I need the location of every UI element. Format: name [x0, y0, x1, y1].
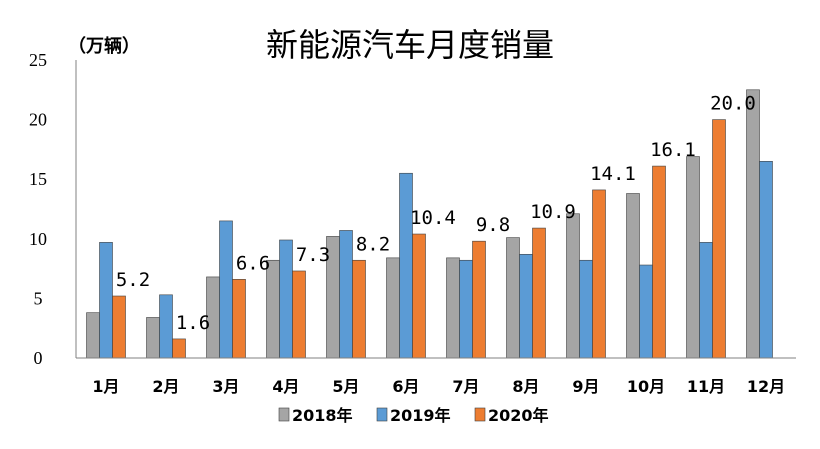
bar-0-11 — [746, 89, 760, 359]
legend-label: 2019年 — [390, 406, 451, 425]
data-label: 14.1 — [590, 163, 636, 185]
bar-1-3 — [279, 239, 293, 359]
bar-2-2 — [232, 279, 246, 359]
bar-2-10 — [712, 119, 726, 359]
data-label: 8.2 — [356, 233, 390, 255]
x-tick-label: 1月 — [92, 377, 119, 396]
legend-swatch — [278, 407, 290, 422]
bar-2-9 — [652, 165, 666, 359]
bar-0-8 — [566, 213, 580, 359]
x-tick-label: 11月 — [687, 377, 725, 396]
bar-0-10 — [686, 156, 700, 359]
x-tick-label: 7月 — [452, 377, 479, 396]
bars-layer — [86, 89, 773, 359]
bar-1-0 — [99, 242, 113, 359]
data-label: 16.1 — [650, 139, 696, 161]
y-tick-label: 5 — [34, 288, 43, 308]
bar-1-4 — [339, 230, 353, 359]
y-tick-label: 0 — [34, 348, 43, 368]
data-label: 6.6 — [236, 252, 270, 274]
axes-layer: 0 5 10 15 20 25 1月 2月 3月 4月 5月 6月 7月 8月 9月 10月 11月 12月 — [29, 50, 796, 396]
x-tick-label: 9月 — [572, 377, 599, 396]
bar-2-6 — [472, 240, 486, 359]
bar-1-6 — [459, 259, 473, 359]
bar-2-1 — [172, 338, 186, 359]
y-tick-label: 20 — [29, 110, 47, 130]
x-tick-label: 3月 — [212, 377, 239, 396]
data-label: 9.8 — [476, 214, 510, 236]
data-label: 7.3 — [296, 244, 330, 266]
bar-2-5 — [412, 233, 426, 359]
bar-1-7 — [519, 253, 533, 359]
legend: 2018年 2019年 2020年 — [278, 406, 549, 425]
bar-2-3 — [292, 270, 306, 359]
bar-2-0 — [112, 295, 126, 359]
legend-label: 2020年 — [488, 406, 549, 425]
y-tick-label: 10 — [29, 229, 47, 249]
x-tick-label: 6月 — [392, 377, 419, 396]
bar-0-9 — [626, 193, 640, 359]
bar-1-10 — [699, 242, 713, 359]
x-tick-label: 5月 — [332, 377, 359, 396]
bar-1-2 — [219, 220, 233, 359]
data-labels-layer: 5.2 1.6 6.6 7.3 8.2 10.4 9.8 10.9 14.1 16.1 20.0 — [116, 93, 756, 334]
legend-swatch — [376, 407, 388, 422]
bar-1-11 — [759, 161, 773, 359]
bar-0-5 — [386, 257, 400, 359]
bar-0-6 — [446, 257, 460, 359]
y-tick-label: 25 — [29, 50, 47, 70]
legend-label: 2018年 — [292, 406, 353, 425]
bar-1-8 — [579, 259, 593, 359]
data-label: 5.2 — [116, 269, 150, 291]
bar-0-3 — [266, 259, 280, 359]
bar-0-0 — [86, 312, 100, 359]
data-label: 1.6 — [176, 312, 210, 334]
bar-1-9 — [639, 264, 653, 359]
bar-1-5 — [399, 172, 413, 359]
data-label: 20.0 — [710, 93, 756, 115]
legend-swatch — [474, 407, 486, 422]
x-tick-label: 2月 — [152, 377, 179, 396]
y-axis-unit-label: （万辆） — [68, 35, 140, 57]
bar-2-8 — [592, 189, 606, 359]
x-tick-label: 8月 — [512, 377, 539, 396]
y-tick-label: 15 — [29, 169, 47, 189]
bar-2-4 — [352, 259, 366, 359]
x-tick-label: 4月 — [272, 377, 299, 396]
bar-0-7 — [506, 237, 520, 359]
data-label: 10.4 — [410, 207, 456, 229]
bar-0-1 — [146, 317, 160, 359]
bar-1-1 — [159, 294, 173, 359]
data-label: 10.9 — [530, 201, 576, 223]
chart-title: 新能源汽车月度销量 — [266, 26, 554, 64]
x-tick-label: 12月 — [747, 377, 785, 396]
x-tick-label: 10月 — [627, 377, 665, 396]
bar-2-7 — [532, 227, 546, 359]
